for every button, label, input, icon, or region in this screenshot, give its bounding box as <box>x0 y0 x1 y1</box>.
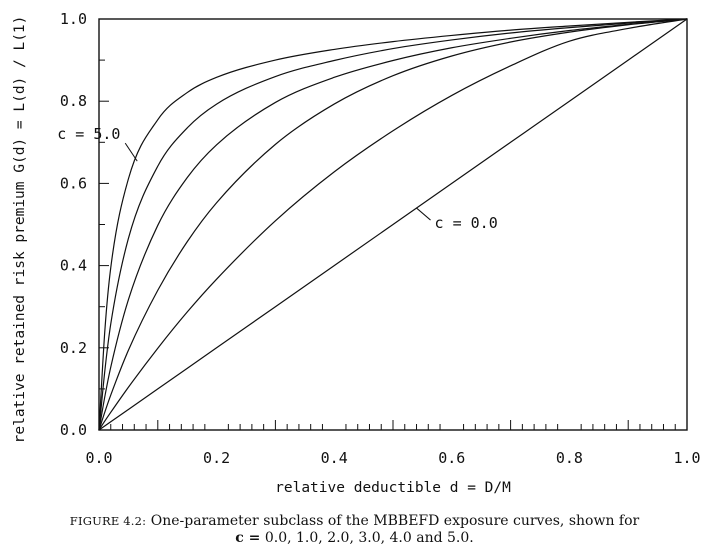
x-tick-label: 0.4 <box>321 449 348 467</box>
x-tick-label: 0.6 <box>438 449 465 467</box>
y-tick-label: 0.0 <box>60 421 87 439</box>
curve-group <box>98 18 688 431</box>
y-tick-label: 0.6 <box>60 174 87 192</box>
caption-values: 0.0, 1.0, 2.0, 3.0, 4.0 and 5.0. <box>264 530 474 546</box>
annotation-label: c = 5.0 <box>57 125 120 143</box>
caption-parameter: c = <box>235 530 261 546</box>
y-tick-label: 0.8 <box>60 92 87 110</box>
curve-c-4 <box>98 18 688 431</box>
figure-label: FIGURE 4.2: <box>69 514 147 528</box>
y-axis-label: relative retained risk premium G(d) = L(… <box>12 16 28 444</box>
y-tick-label: 1.0 <box>60 10 87 28</box>
y-tick-label: 0.4 <box>60 257 87 275</box>
x-tick-label: 0.2 <box>203 449 230 467</box>
y-tick-label: 0.2 <box>60 339 87 357</box>
curve-c-0 <box>98 18 688 431</box>
annotation-leader <box>124 142 138 162</box>
curve-c-5 <box>98 18 688 431</box>
curve-c-3 <box>98 18 688 431</box>
figure-caption-line-2: c = 0.0, 1.0, 2.0, 3.0, 4.0 and 5.0. <box>0 530 709 546</box>
figure-caption-line-1: FIGURE 4.2: One-parameter subclass of th… <box>0 513 709 529</box>
x-axis-label: relative deductible d = D/M <box>275 480 511 496</box>
x-tick-label: 0.0 <box>85 449 112 467</box>
curve-c-1 <box>98 18 688 431</box>
tick-label-group: 0.0 0.2 0.4 0.6 0.8 1.0 0.0 0.2 0.4 0.6 0.8 1.0 <box>60 10 701 467</box>
tick-group <box>99 59 676 430</box>
annotation-leader <box>416 207 431 221</box>
annotation-label: c = 0.0 <box>435 214 498 232</box>
annotation-group: c = 5.0 c = 0.0 <box>57 125 498 232</box>
caption-text: One-parameter subclass of the MBBEFD exp… <box>150 513 640 529</box>
exposure-curves-chart: 0.0 0.2 0.4 0.6 0.8 1.0 0.0 0.2 0.4 0.6 0.8 1.0 c =… <box>12 10 701 496</box>
curve-c-2 <box>98 18 688 431</box>
x-tick-label: 0.8 <box>556 449 583 467</box>
x-tick-label: 1.0 <box>673 449 700 467</box>
